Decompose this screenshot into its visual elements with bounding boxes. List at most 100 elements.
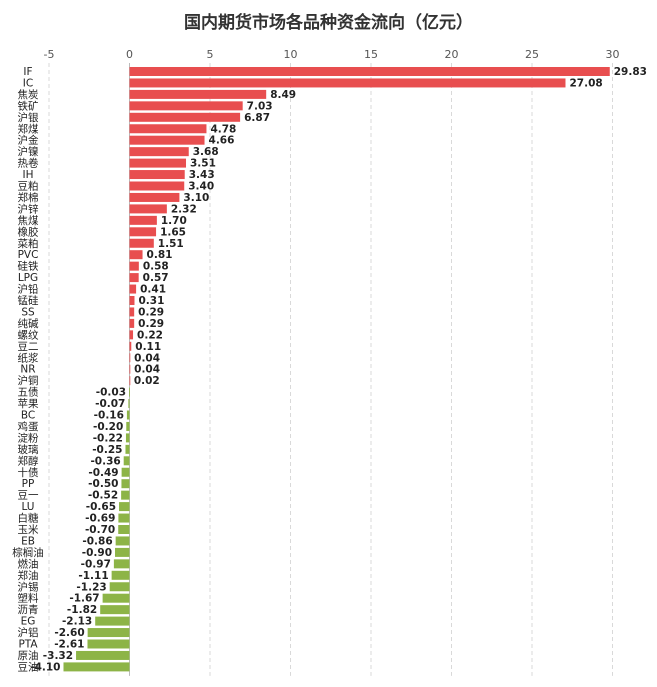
value-label: -0.36 <box>90 455 120 467</box>
category-label: 燃油 <box>18 557 39 570</box>
value-label: 0.11 <box>135 341 161 353</box>
bar <box>118 513 130 523</box>
bar <box>129 387 130 397</box>
category-label: 原油 <box>18 649 39 662</box>
category-label: 沥青 <box>18 603 39 616</box>
value-label: 0.29 <box>138 318 164 330</box>
bar <box>123 456 130 466</box>
bar <box>121 467 130 477</box>
bar <box>129 147 189 157</box>
value-label: -0.70 <box>85 524 115 536</box>
bar <box>100 605 130 615</box>
category-label: 沪金 <box>18 134 39 147</box>
value-label: -1.11 <box>78 570 108 582</box>
bar <box>113 559 130 569</box>
category-label: PVC <box>18 249 39 261</box>
category-label: 沪铅 <box>18 283 39 296</box>
category-label: EG <box>21 616 36 628</box>
bar <box>129 67 610 76</box>
value-label: 0.81 <box>147 249 173 261</box>
value-label: -2.13 <box>62 616 92 628</box>
category-label: LU <box>21 501 34 513</box>
value-label: -2.61 <box>54 639 84 651</box>
category-label: 棕榈油 <box>12 546 44 559</box>
value-label: -0.16 <box>94 410 124 422</box>
value-label: -4.10 <box>30 661 60 673</box>
category-label: 橡胶 <box>18 225 39 238</box>
x-tick-label: 10 <box>284 48 298 61</box>
category-label: 玉米 <box>18 523 39 536</box>
bar <box>118 525 130 534</box>
bar <box>129 261 139 271</box>
category-label: 郑煤 <box>18 122 39 135</box>
bar <box>63 662 130 672</box>
bar <box>121 479 130 489</box>
bar <box>129 364 131 374</box>
value-label: 27.08 <box>569 77 602 89</box>
value-label: 2.32 <box>171 203 197 215</box>
x-tick-label: 20 <box>445 48 459 61</box>
value-label: -1.82 <box>67 604 97 616</box>
category-label: BC <box>21 410 35 422</box>
category-label: 焦煤 <box>18 214 39 227</box>
category-label: 塑料 <box>18 592 39 605</box>
bar <box>129 330 134 340</box>
value-label: 0.58 <box>143 261 169 273</box>
category-label: PP <box>22 478 35 490</box>
category-label: 沪铜 <box>18 374 39 387</box>
bar <box>129 376 131 386</box>
value-label: 0.41 <box>140 284 166 296</box>
category-label: 豆粕 <box>18 180 39 193</box>
category-label: 十债 <box>18 466 39 479</box>
value-label: 0.57 <box>143 272 169 284</box>
category-label: IC <box>23 77 33 89</box>
value-label: 4.78 <box>210 123 236 135</box>
value-label: -0.22 <box>93 432 123 444</box>
value-label: -0.52 <box>88 490 118 502</box>
chart-title: 国内期货市场各品种资金流向（亿元） <box>184 13 473 33</box>
category-label: 淀粉 <box>18 431 39 444</box>
value-label: -0.69 <box>85 513 115 525</box>
value-label: -0.20 <box>93 421 123 433</box>
category-label: 豆二 <box>18 341 39 353</box>
category-label: 硅铁 <box>18 260 39 273</box>
bar <box>129 238 154 248</box>
value-label: -2.60 <box>54 627 84 639</box>
category-label: NR <box>20 364 35 376</box>
category-label: SS <box>21 306 35 318</box>
category-label: 热卷 <box>18 157 39 170</box>
category-label: 沪镍 <box>18 145 39 158</box>
category-label: 铁矿 <box>18 99 39 112</box>
value-label: 3.43 <box>189 169 215 181</box>
x-tick-label: 30 <box>606 48 620 61</box>
bar <box>129 192 180 202</box>
bar <box>87 639 130 649</box>
category-label: IF <box>23 66 32 78</box>
category-label: 玻璃 <box>18 443 39 456</box>
bar <box>95 616 130 626</box>
bar <box>129 89 267 99</box>
value-label: -0.25 <box>92 444 122 456</box>
bar <box>129 181 185 191</box>
value-label: 0.29 <box>138 306 164 318</box>
value-label: -3.32 <box>43 650 73 662</box>
bar <box>129 204 167 214</box>
category-label: 豆一 <box>18 490 39 502</box>
bar <box>129 227 157 237</box>
bar <box>121 490 130 500</box>
bar <box>111 570 130 580</box>
bar <box>129 135 205 145</box>
category-label: 五债 <box>18 386 39 399</box>
bar <box>129 158 187 168</box>
category-label: 菜粕 <box>18 237 39 250</box>
x-tick-label: 5 <box>207 48 214 61</box>
value-label: 7.03 <box>247 100 273 112</box>
category-label: 沪银 <box>18 111 39 124</box>
bar <box>129 318 135 328</box>
value-label: -0.03 <box>96 387 126 399</box>
bar <box>87 628 130 638</box>
bar <box>126 421 130 431</box>
bar <box>115 547 130 557</box>
x-tick-label: -5 <box>44 48 55 61</box>
